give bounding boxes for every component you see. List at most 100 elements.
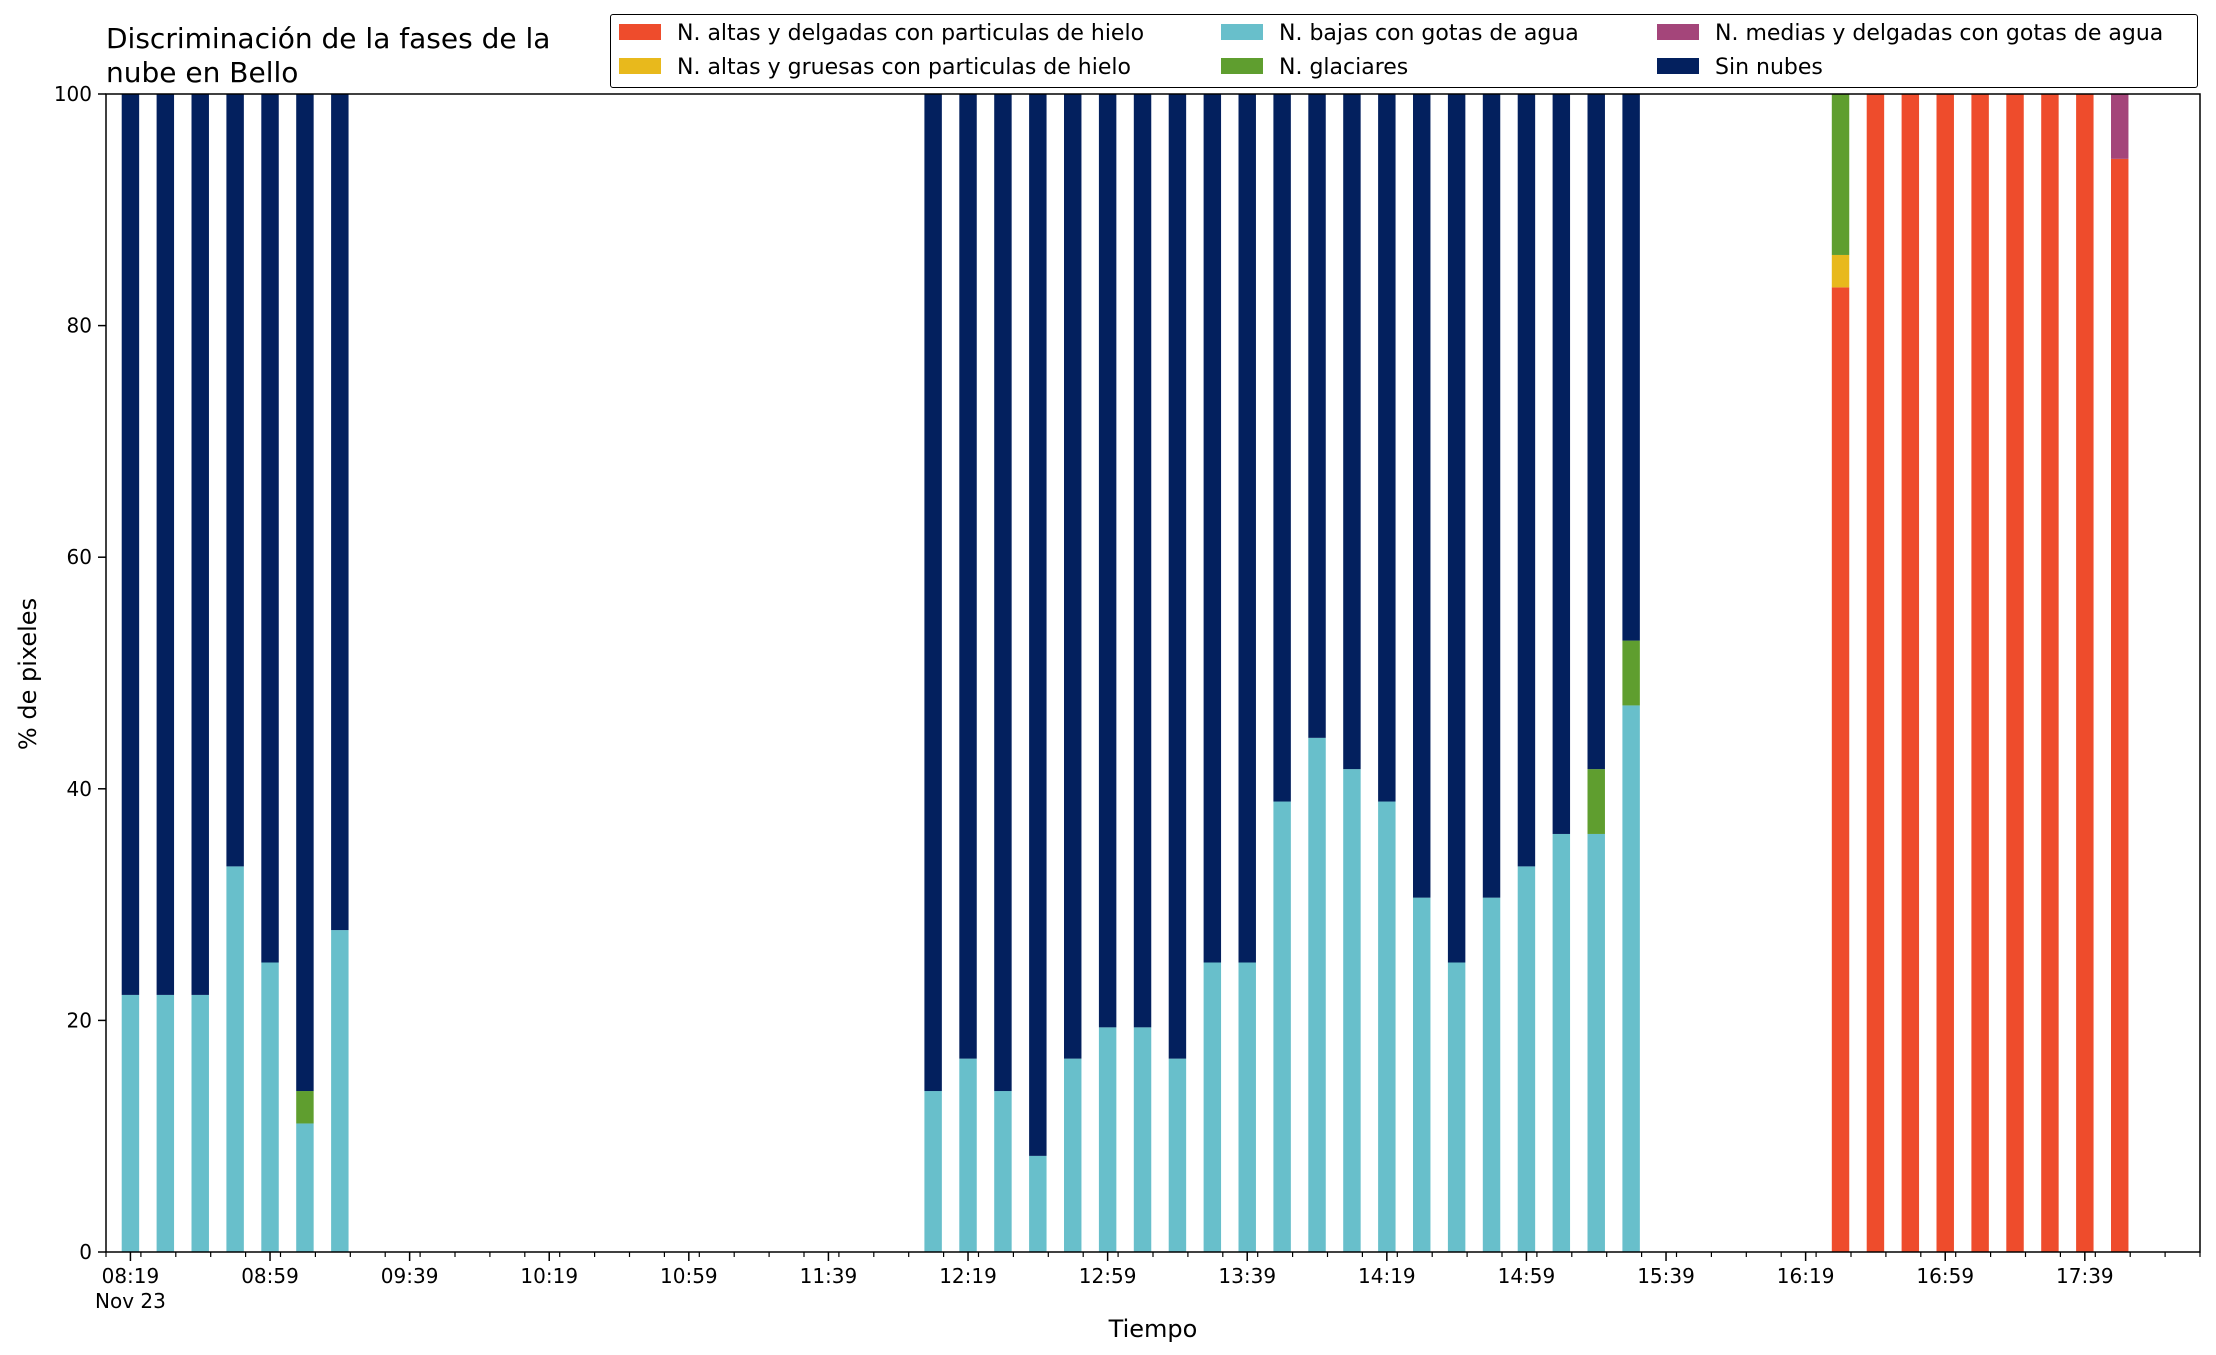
x-tick-label: 15:39 — [1637, 1264, 1695, 1288]
bar-segment — [1587, 833, 1605, 1252]
x-tick-label: 08:19 — [102, 1264, 160, 1288]
y-axis-label: % de pixeles — [14, 598, 42, 750]
bar-segment — [1273, 801, 1291, 1252]
x-tick-label: 08:59 — [241, 1264, 299, 1288]
bar-segment — [331, 930, 349, 1252]
bar-segment — [1098, 94, 1117, 1028]
bar-segment — [1413, 897, 1431, 1252]
x-tick-label: 11:39 — [800, 1264, 858, 1288]
bar-segment — [1308, 94, 1326, 738]
bar-segment — [1622, 94, 1640, 641]
bar-segment — [1936, 94, 1954, 1252]
bar-segment — [1098, 1027, 1117, 1252]
legend-swatch — [1657, 58, 1699, 74]
legend-item: N. medias y delgadas con gotas de agua — [1657, 20, 2163, 48]
legend-swatch — [1221, 24, 1263, 40]
bar-segment — [261, 94, 279, 963]
bar-segment — [226, 866, 244, 1252]
bar-segment — [296, 1123, 314, 1252]
x-tick-label: 10:59 — [660, 1264, 718, 1288]
x-tick-sublabel: Nov 23 — [95, 1289, 166, 1313]
bar-segment — [331, 94, 349, 931]
bar-segment — [1378, 801, 1396, 1252]
bar-segment — [959, 1058, 977, 1252]
bar-segment — [1587, 769, 1605, 834]
bar-segment — [994, 94, 1012, 1092]
y-tick-label: 100 — [54, 82, 92, 106]
y-tick-label: 60 — [67, 545, 92, 569]
bar-segment — [1552, 833, 1571, 1252]
y-tick-label: 40 — [67, 777, 92, 801]
bar-segment — [1238, 962, 1256, 1252]
bar-segment — [1866, 94, 1885, 1252]
bar-segment — [156, 994, 175, 1252]
legend-label: N. altas y gruesas con particulas de hie… — [677, 55, 1131, 80]
x-tick-label: 13:39 — [1218, 1264, 1276, 1288]
legend-label: N. medias y delgadas con gotas de agua — [1715, 21, 2164, 46]
legend: N. altas y delgadas con particulas de hi… — [610, 14, 2198, 88]
bar-segment — [226, 94, 244, 867]
bar-segment — [1064, 1058, 1082, 1252]
chart-title: Discriminación de la fases de la nube en… — [106, 22, 551, 89]
x-tick-label: 17:39 — [2056, 1264, 2114, 1288]
bar-segment — [1482, 897, 1501, 1252]
legend-swatch — [1221, 58, 1263, 74]
bar-segment — [1622, 705, 1640, 1252]
bar-segment — [1413, 94, 1431, 898]
legend-item: N. altas y gruesas con particulas de hie… — [619, 54, 1131, 82]
y-tick-label: 0 — [79, 1240, 92, 1264]
bar-segment — [1168, 1058, 1187, 1252]
legend-item: N. altas y delgadas con particulas de hi… — [619, 20, 1144, 48]
bar-segment — [1447, 94, 1466, 963]
bar-segment — [156, 94, 175, 995]
bar-segment — [296, 1091, 314, 1124]
bar-segment — [1831, 94, 1850, 255]
legend-label: Sin nubes — [1715, 55, 1823, 80]
legend-item: Sin nubes — [1657, 54, 1823, 82]
bar-segment — [1029, 1155, 1047, 1252]
bar-segment — [2041, 94, 2059, 1252]
bar-segment — [1901, 94, 1920, 1252]
bar-segment — [1343, 94, 1361, 770]
plot-frame — [105, 93, 2201, 1253]
x-tick-label: 12:59 — [1079, 1264, 1137, 1288]
bar-segment — [1447, 962, 1466, 1252]
legend-swatch — [619, 58, 661, 74]
bar-segment — [2006, 94, 2024, 1252]
legend-label: N. bajas con gotas de agua — [1279, 21, 1579, 46]
bar-segment — [1168, 94, 1187, 1059]
bar-segment — [2111, 158, 2129, 1252]
legend-item: N. bajas con gotas de agua — [1221, 20, 1579, 48]
legend-label: N. altas y delgadas con particulas de hi… — [677, 21, 1145, 46]
x-tick-label: 09:39 — [381, 1264, 439, 1288]
bar-segment — [959, 94, 977, 1059]
bar-segment — [1831, 287, 1850, 1252]
bar-segment — [924, 94, 942, 1092]
y-tick-label: 20 — [67, 1008, 92, 1032]
bar-segment — [1343, 769, 1361, 1252]
x-tick-label: 12:19 — [939, 1264, 997, 1288]
bar-segment — [1517, 94, 1536, 867]
bar-segment — [1482, 94, 1501, 898]
bar-segment — [1517, 866, 1536, 1252]
bar-segment — [1064, 94, 1082, 1059]
bar-segment — [1029, 94, 1047, 1156]
bar-segment — [924, 1091, 942, 1252]
x-tick-label: 14:19 — [1358, 1264, 1416, 1288]
legend-item: N. glaciares — [1221, 54, 1408, 82]
x-tick-label: 16:19 — [1777, 1264, 1835, 1288]
bar-segment — [1133, 1027, 1152, 1252]
bar-segment — [296, 94, 314, 1092]
x-tick-label: 14:59 — [1498, 1264, 1556, 1288]
bar-segment — [1378, 94, 1396, 802]
bar-segment — [1238, 94, 1256, 963]
bar-segment — [191, 94, 209, 995]
bar-segment — [1831, 254, 1850, 288]
bar-segment — [1622, 640, 1640, 706]
bar-segment — [2111, 94, 2129, 159]
bar-segment — [121, 94, 140, 995]
bar-segment — [191, 994, 209, 1252]
y-tick-label: 80 — [67, 314, 92, 338]
